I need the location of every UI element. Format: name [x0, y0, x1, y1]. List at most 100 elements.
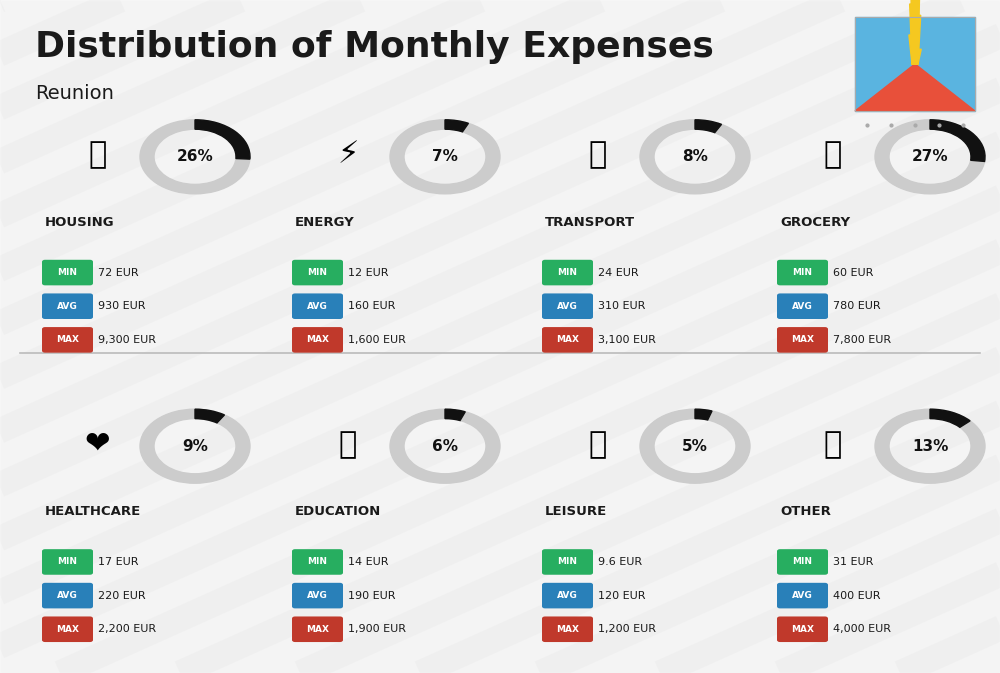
Text: MIN: MIN	[792, 557, 812, 567]
FancyBboxPatch shape	[42, 260, 93, 285]
Polygon shape	[912, 15, 921, 64]
Text: AVG: AVG	[57, 302, 78, 311]
Wedge shape	[930, 409, 970, 427]
Text: AVG: AVG	[307, 591, 328, 600]
Text: HOUSING: HOUSING	[45, 215, 115, 229]
Text: 1,900 EUR: 1,900 EUR	[348, 625, 406, 634]
Text: 220 EUR: 220 EUR	[98, 591, 146, 600]
Text: MAX: MAX	[56, 625, 79, 634]
Text: 780 EUR: 780 EUR	[833, 302, 881, 311]
Text: 7,800 EUR: 7,800 EUR	[833, 335, 891, 345]
Text: 27%: 27%	[912, 149, 948, 164]
FancyBboxPatch shape	[42, 583, 93, 608]
Bar	[855, 17, 975, 111]
Text: MIN: MIN	[308, 268, 328, 277]
FancyBboxPatch shape	[292, 327, 343, 353]
Text: MIN: MIN	[58, 557, 78, 567]
Text: AVG: AVG	[57, 591, 78, 600]
Text: 26%: 26%	[177, 149, 213, 164]
Text: 8%: 8%	[682, 149, 708, 164]
Polygon shape	[912, 0, 920, 64]
Text: AVG: AVG	[557, 591, 578, 600]
Polygon shape	[909, 35, 918, 64]
Text: 1,600 EUR: 1,600 EUR	[348, 335, 406, 345]
Text: 🎓: 🎓	[339, 429, 357, 459]
Text: 190 EUR: 190 EUR	[348, 591, 396, 600]
Text: AVG: AVG	[792, 591, 813, 600]
Text: MAX: MAX	[306, 335, 329, 345]
FancyBboxPatch shape	[542, 260, 593, 285]
Polygon shape	[912, 0, 918, 64]
Text: ⚡: ⚡	[337, 140, 359, 170]
FancyBboxPatch shape	[542, 583, 593, 608]
Text: EDUCATION: EDUCATION	[295, 505, 381, 518]
Text: MAX: MAX	[556, 625, 579, 634]
Text: AVG: AVG	[792, 302, 813, 311]
FancyBboxPatch shape	[777, 260, 828, 285]
Text: MAX: MAX	[556, 335, 579, 345]
Text: 17 EUR: 17 EUR	[98, 557, 138, 567]
Text: 7%: 7%	[432, 149, 458, 164]
Text: 5%: 5%	[682, 439, 708, 454]
Text: 1,200 EUR: 1,200 EUR	[598, 625, 656, 634]
FancyBboxPatch shape	[542, 549, 593, 575]
Text: OTHER: OTHER	[780, 505, 831, 518]
FancyBboxPatch shape	[542, 327, 593, 353]
FancyBboxPatch shape	[42, 549, 93, 575]
Wedge shape	[390, 120, 500, 194]
Text: 13%: 13%	[912, 439, 948, 454]
Wedge shape	[140, 409, 250, 483]
Wedge shape	[195, 120, 250, 159]
Wedge shape	[445, 409, 465, 421]
Text: 31 EUR: 31 EUR	[833, 557, 873, 567]
Text: HEALTHCARE: HEALTHCARE	[45, 505, 141, 518]
Polygon shape	[855, 64, 975, 111]
FancyBboxPatch shape	[292, 549, 343, 575]
Text: 160 EUR: 160 EUR	[348, 302, 395, 311]
Text: 60 EUR: 60 EUR	[833, 268, 873, 277]
Polygon shape	[910, 4, 918, 64]
Text: LEISURE: LEISURE	[545, 505, 607, 518]
Text: 🏙: 🏙	[89, 140, 107, 170]
Text: MIN: MIN	[792, 268, 812, 277]
Text: 6%: 6%	[432, 439, 458, 454]
Wedge shape	[195, 409, 224, 423]
Text: TRANSPORT: TRANSPORT	[545, 215, 635, 229]
Text: 9,300 EUR: 9,300 EUR	[98, 335, 156, 345]
Text: 9.6 EUR: 9.6 EUR	[598, 557, 642, 567]
Text: 72 EUR: 72 EUR	[98, 268, 139, 277]
Wedge shape	[695, 120, 721, 133]
Text: 12 EUR: 12 EUR	[348, 268, 388, 277]
FancyBboxPatch shape	[542, 616, 593, 642]
Text: ❤️: ❤️	[85, 429, 111, 459]
FancyBboxPatch shape	[777, 327, 828, 353]
Text: Reunion: Reunion	[35, 84, 114, 103]
Polygon shape	[912, 49, 921, 64]
Text: GROCERY: GROCERY	[780, 215, 850, 229]
FancyBboxPatch shape	[777, 616, 828, 642]
Text: 👛: 👛	[824, 429, 842, 459]
FancyBboxPatch shape	[292, 293, 343, 319]
FancyBboxPatch shape	[292, 616, 343, 642]
Text: 9%: 9%	[182, 439, 208, 454]
FancyBboxPatch shape	[777, 549, 828, 575]
Text: 4,000 EUR: 4,000 EUR	[833, 625, 891, 634]
Wedge shape	[930, 120, 985, 162]
Wedge shape	[875, 120, 985, 194]
Text: 🛒: 🛒	[824, 140, 842, 170]
FancyBboxPatch shape	[42, 327, 93, 353]
Text: 930 EUR: 930 EUR	[98, 302, 146, 311]
Text: Distribution of Monthly Expenses: Distribution of Monthly Expenses	[35, 30, 714, 65]
Text: 310 EUR: 310 EUR	[598, 302, 645, 311]
Text: AVG: AVG	[557, 302, 578, 311]
FancyBboxPatch shape	[542, 293, 593, 319]
Text: MIN: MIN	[58, 268, 78, 277]
Text: 2,200 EUR: 2,200 EUR	[98, 625, 156, 634]
Wedge shape	[640, 120, 750, 194]
Text: 🚌: 🚌	[589, 140, 607, 170]
FancyBboxPatch shape	[42, 616, 93, 642]
FancyBboxPatch shape	[777, 583, 828, 608]
Text: MAX: MAX	[56, 335, 79, 345]
Wedge shape	[875, 409, 985, 483]
Wedge shape	[695, 409, 712, 420]
